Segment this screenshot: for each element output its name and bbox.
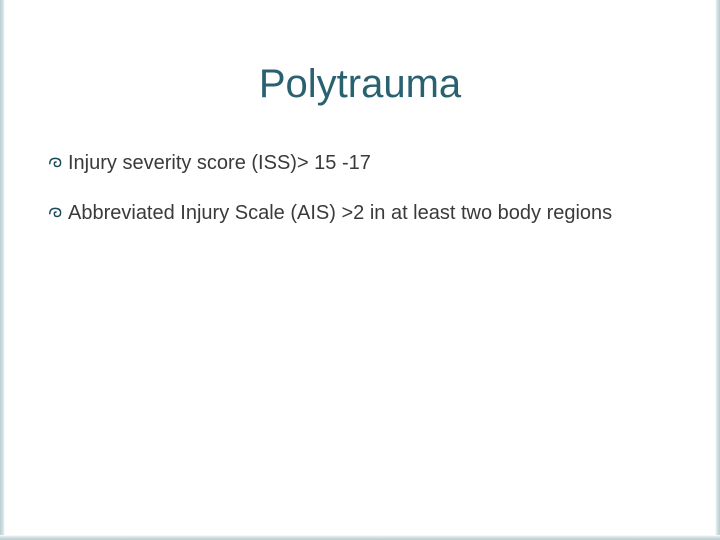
border-bottom <box>0 535 720 540</box>
bullet-item: Abbreviated Injury Scale (AIS) >2 in at … <box>48 200 672 226</box>
slide-container: Polytrauma Injury severity score (ISS)> … <box>0 0 720 540</box>
bullet-item: Injury severity score (ISS)> 15 -17 <box>48 150 672 176</box>
bullet-swirl-icon <box>48 152 66 170</box>
slide-title: Polytrauma <box>0 62 720 107</box>
bullet-text: Injury severity score (ISS)> 15 -17 <box>68 150 672 176</box>
bullet-swirl-icon <box>48 202 66 220</box>
slide-content: Injury severity score (ISS)> 15 -17 Abbr… <box>48 150 672 250</box>
bullet-text: Abbreviated Injury Scale (AIS) >2 in at … <box>68 200 672 226</box>
